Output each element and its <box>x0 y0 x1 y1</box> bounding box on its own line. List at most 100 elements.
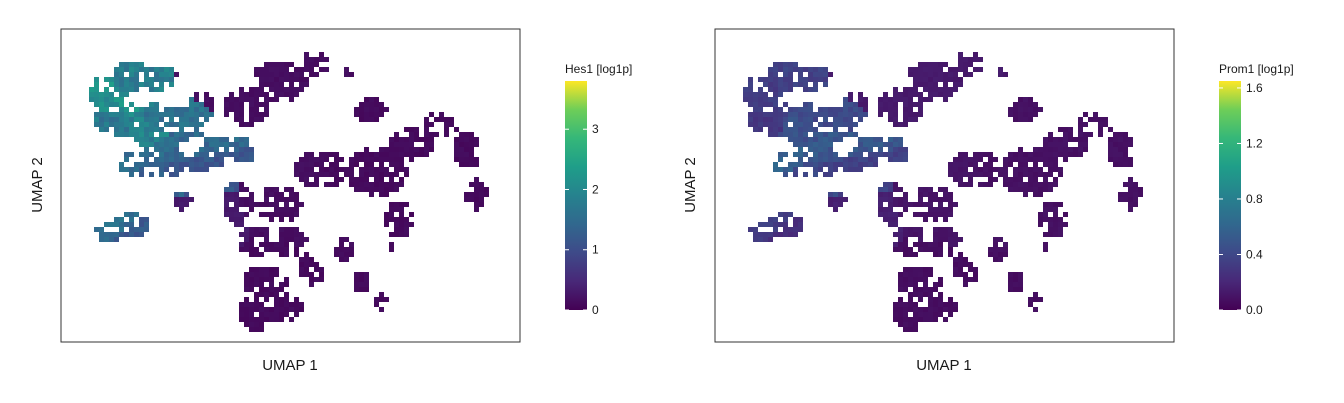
hex-bin <box>1023 167 1028 172</box>
hex-bin <box>129 127 134 132</box>
hex-bin <box>474 157 479 162</box>
hex-bin <box>359 182 364 187</box>
hex-bin <box>379 102 384 107</box>
hex-bin <box>783 127 788 132</box>
hex-bin <box>883 182 888 187</box>
hex-bin <box>883 97 888 102</box>
hex-bin <box>364 157 369 162</box>
hex-bin <box>364 97 369 102</box>
hex-bin <box>254 232 259 237</box>
hex-bin <box>1018 287 1023 292</box>
hex-bin <box>194 107 199 112</box>
hex-bin <box>114 217 119 222</box>
hex-bin <box>933 282 938 287</box>
hex-bin <box>933 312 938 317</box>
hex-bin <box>164 122 169 127</box>
hex-bin <box>783 62 788 67</box>
hex-bin <box>833 202 838 207</box>
hex-bin <box>379 162 384 167</box>
hex-bin <box>973 157 978 162</box>
hex-bin <box>1083 147 1088 152</box>
hex-bin <box>1048 142 1053 147</box>
hex-bin <box>149 107 154 112</box>
hex-bin <box>778 87 783 92</box>
hex-bin <box>1118 132 1123 137</box>
hex-bin <box>1038 107 1043 112</box>
hex-bin <box>998 172 1003 177</box>
hex-bin <box>938 297 943 302</box>
hex-bin <box>1018 282 1023 287</box>
hex-bin <box>294 227 299 232</box>
hex-bin <box>913 87 918 92</box>
hex-bin <box>309 277 314 282</box>
hex-bin <box>169 137 174 142</box>
hex-bin <box>833 192 838 197</box>
hex-bin <box>284 227 289 232</box>
hex-bin <box>1123 152 1128 157</box>
hex-bin <box>1033 152 1038 157</box>
hex-bin <box>354 287 359 292</box>
hex-bin <box>404 232 409 237</box>
hex-bin <box>773 82 778 87</box>
hex-bin <box>464 152 469 157</box>
hex-bin <box>144 82 149 87</box>
hex-bin <box>169 112 174 117</box>
hex-bin <box>264 232 269 237</box>
hex-bin <box>1013 172 1018 177</box>
hex-bin <box>913 67 918 72</box>
hex-bin <box>304 77 309 82</box>
hex-bin <box>1033 172 1038 177</box>
hex-bin <box>379 147 384 152</box>
hex-bin <box>823 107 828 112</box>
hex-bin <box>284 242 289 247</box>
hex-bin <box>813 162 818 167</box>
hex-bin <box>1068 152 1073 157</box>
hex-bin <box>464 142 469 147</box>
hex-bin <box>883 212 888 217</box>
hex-bin <box>843 117 848 122</box>
hex-bin <box>284 237 289 242</box>
hex-bin <box>838 202 843 207</box>
hex-bin <box>394 172 399 177</box>
hex-bin <box>898 197 903 202</box>
hex-bin <box>139 122 144 127</box>
colorbar-tick-label: 0.8 <box>1246 192 1263 206</box>
hex-bin <box>773 232 778 237</box>
hex-bin <box>284 302 289 307</box>
hex-bin <box>259 317 264 322</box>
hex-bin <box>459 132 464 137</box>
hex-bin <box>1003 242 1008 247</box>
hex-bin <box>1013 187 1018 192</box>
hex-bin <box>963 67 968 72</box>
hex-bin <box>394 132 399 137</box>
hex-bin <box>753 102 758 107</box>
hex-bin <box>813 132 818 137</box>
hex-bin <box>1038 157 1043 162</box>
hex-bin <box>783 172 788 177</box>
hex-bin <box>788 132 793 137</box>
hex-bin <box>888 97 893 102</box>
hex-bin <box>399 157 404 162</box>
hex-bin <box>903 282 908 287</box>
hex-bin <box>359 172 364 177</box>
hex-bin <box>234 192 239 197</box>
hex-bin <box>174 202 179 207</box>
hex-bin <box>913 242 918 247</box>
hex-bin <box>888 182 893 187</box>
colorbar-ticks-2: 0.00.40.81.21.6 <box>1219 81 1263 317</box>
hex-bin <box>374 187 379 192</box>
hex-bin <box>339 157 344 162</box>
hex-bin <box>868 162 873 167</box>
hex-bin <box>169 72 174 77</box>
hex-bin <box>948 167 953 172</box>
hex-bin <box>828 197 833 202</box>
hex-bin <box>1053 217 1058 222</box>
hex-bin <box>179 132 184 137</box>
hex-bin <box>1118 197 1123 202</box>
hex-bin <box>1008 282 1013 287</box>
hex-bin <box>1028 177 1033 182</box>
hex-bin <box>908 112 913 117</box>
hex-bin <box>918 247 923 252</box>
hex-bin <box>284 247 289 252</box>
hex-bin <box>1048 227 1053 232</box>
